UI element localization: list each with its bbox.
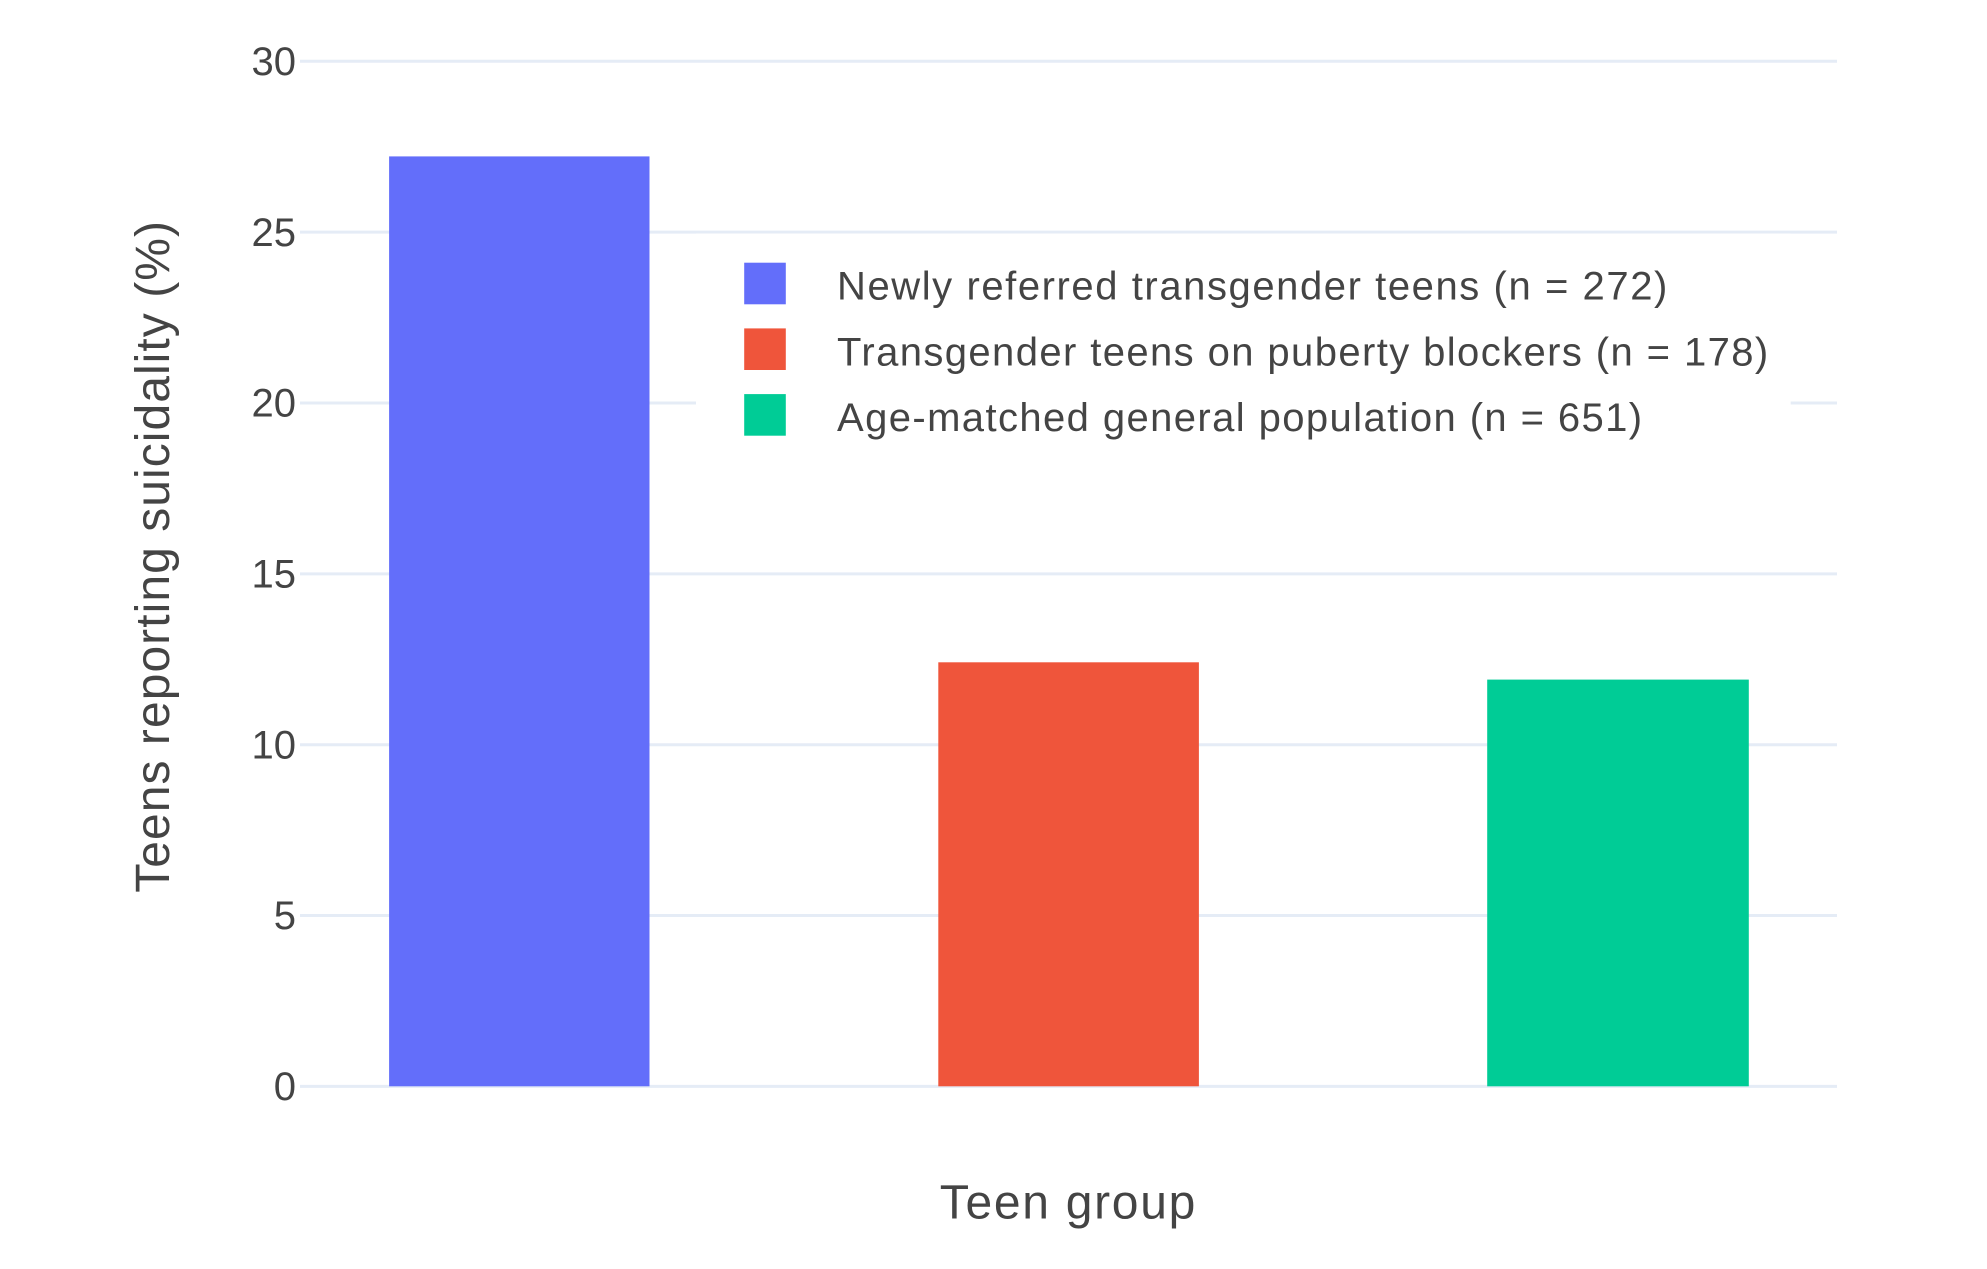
svg-text:10: 10: [252, 723, 297, 767]
svg-text:Transgender teens on puberty b: Transgender teens on puberty blockers (n…: [837, 330, 1770, 374]
svg-text:0: 0: [274, 1065, 296, 1109]
svg-text:Teens reporting suicidality (%: Teens reporting suicidality (%): [127, 220, 180, 893]
svg-text:25: 25: [252, 211, 297, 255]
svg-text:Newly referred transgender tee: Newly referred transgender teens (n = 27…: [837, 265, 1669, 309]
svg-text:30: 30: [252, 40, 297, 84]
svg-text:15: 15: [252, 553, 297, 597]
svg-text:5: 5: [274, 894, 296, 938]
svg-text:Age-matched general population: Age-matched general population (n = 651): [837, 396, 1644, 440]
svg-text:20: 20: [252, 382, 297, 426]
svg-text:Teen group: Teen group: [940, 1176, 1197, 1229]
